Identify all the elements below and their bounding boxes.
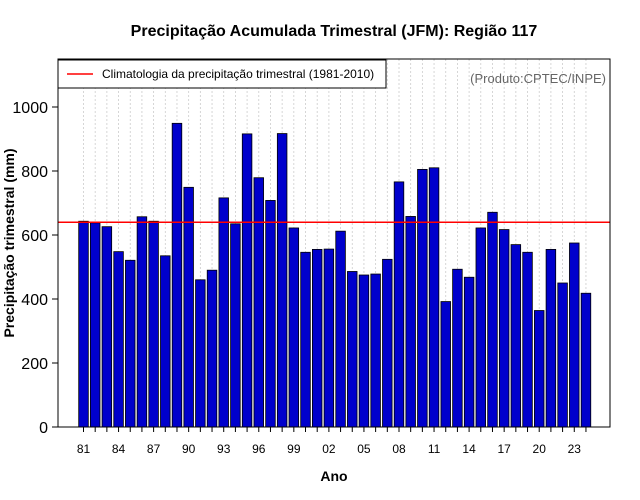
bar-83 — [101, 226, 113, 428]
bar-93 — [218, 197, 229, 428]
bar-07 — [382, 258, 393, 428]
bar-98 — [276, 133, 288, 428]
bar-17 — [498, 229, 510, 428]
bar-14 — [463, 276, 475, 428]
x-tick-label: 96 — [252, 442, 266, 456]
legend-label: Climatologia da precipitação trimestral … — [102, 67, 374, 81]
bar-88 — [160, 255, 171, 428]
bar-05 — [358, 274, 370, 428]
bar-15 — [475, 227, 486, 428]
bar-13 — [452, 268, 463, 428]
bar-84 — [113, 251, 124, 428]
y-axis-title: Precipitação trimestral (mm) — [1, 148, 17, 337]
bar-96 — [253, 177, 264, 428]
bar-16 — [487, 211, 498, 428]
bar-99 — [288, 227, 300, 428]
bar-12 — [440, 301, 451, 428]
x-tick-label: 93 — [217, 442, 231, 456]
x-axis-title: Ano — [320, 468, 347, 484]
x-tick-label: 02 — [322, 442, 336, 456]
y-tick-label: 400 — [21, 292, 48, 309]
bar-97 — [265, 200, 276, 428]
bar-86 — [136, 216, 148, 428]
bar-24 — [580, 292, 592, 428]
bar-11 — [428, 167, 440, 428]
x-tick-label: 81 — [77, 442, 91, 456]
x-tick-label: 08 — [392, 442, 406, 456]
bar-89 — [171, 122, 183, 428]
x-tick-label: 11 — [428, 442, 441, 456]
bar-94 — [230, 223, 241, 428]
y-tick-label: 600 — [21, 228, 48, 245]
grid — [83, 59, 587, 427]
bar-09 — [405, 216, 416, 428]
bar-87 — [148, 220, 159, 428]
x-tick-label: 20 — [533, 442, 547, 456]
plot-frame — [57, 58, 611, 428]
bars — [78, 122, 592, 428]
x-tick-label: 17 — [497, 442, 511, 456]
bar-19 — [522, 251, 533, 428]
bar-04 — [347, 271, 358, 428]
bar-06 — [370, 273, 381, 428]
chart-title: Precipitação Acumulada Trimestral (JFM):… — [131, 23, 538, 40]
bar-23 — [569, 242, 580, 428]
bar-85 — [125, 259, 136, 428]
x-tick-label: 23 — [568, 442, 582, 456]
legend-box — [57, 59, 387, 89]
bar-03 — [335, 230, 346, 428]
bar-82 — [89, 222, 101, 428]
bar-10 — [417, 168, 428, 428]
y-tick-label: 0 — [39, 420, 48, 437]
x-axis: 81 84 87 90 93 96 99 02 05 08 11 14 17 20 23 — [77, 427, 587, 456]
x-tick-label: 14 — [462, 442, 476, 456]
bar-21 — [545, 248, 557, 428]
x-tick-label: 05 — [357, 442, 371, 456]
bar-02 — [323, 248, 335, 428]
bar-00 — [300, 251, 311, 428]
bar-18 — [510, 244, 522, 428]
bar-22 — [557, 282, 568, 428]
x-tick-label: 84 — [112, 442, 126, 456]
bar-90 — [183, 186, 194, 428]
bar-92 — [206, 269, 218, 428]
bar-95 — [241, 133, 253, 428]
bar-08 — [393, 181, 405, 428]
bar-91 — [195, 279, 206, 428]
x-tick-label: 99 — [287, 442, 301, 456]
y-tick-label: 800 — [21, 164, 48, 181]
legend: Climatologia da precipitação trimestral … — [57, 59, 387, 89]
y-tick-label: 200 — [21, 356, 48, 373]
y-axis: 0 200 400 600 800 1000 — [12, 100, 58, 437]
bar-20 — [534, 310, 545, 428]
y-tick-label: 1000 — [12, 100, 48, 117]
credit-text: (Produto:CPTEC/INPE) — [470, 71, 606, 86]
bar-01 — [311, 248, 323, 428]
x-tick-label: 90 — [182, 442, 196, 456]
x-tick-label: 87 — [147, 442, 161, 456]
bar-81 — [78, 220, 89, 428]
